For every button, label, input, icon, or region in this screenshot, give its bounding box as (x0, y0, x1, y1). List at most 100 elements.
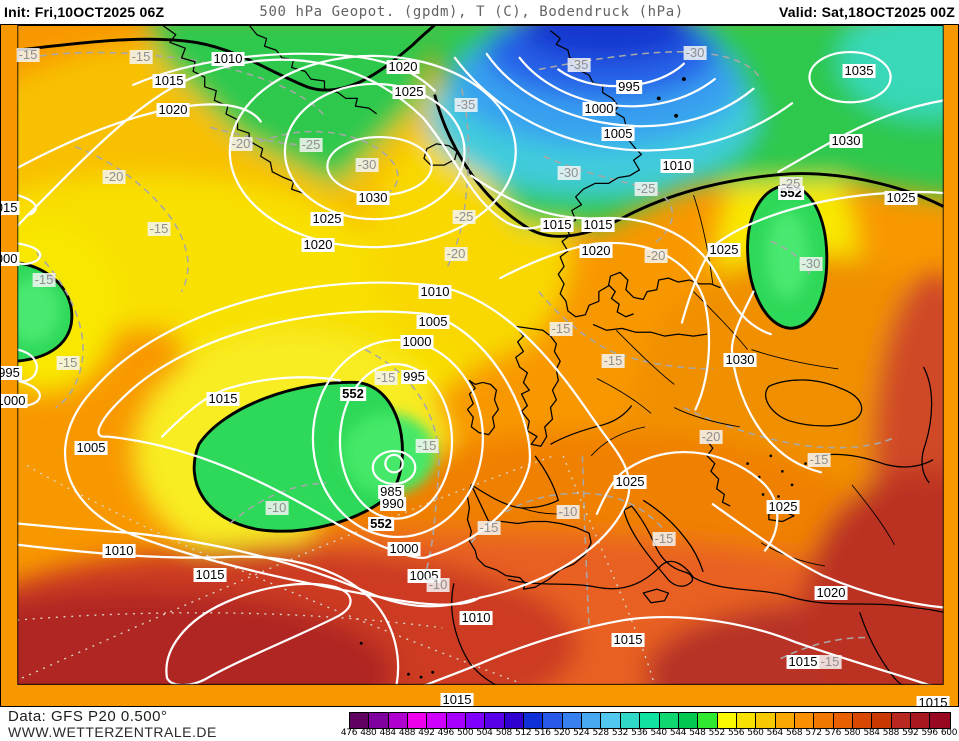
colorbar-cell (872, 713, 892, 728)
geopotential-label: 552 (368, 516, 394, 531)
pressure-label: 1020 (814, 585, 848, 600)
temperature-label: -35 (567, 57, 591, 72)
colorbar-cell (601, 713, 621, 728)
temperature-label: -15 (56, 355, 80, 370)
pressure-label: 1015 (540, 217, 574, 232)
temperature-label: -10 (556, 504, 580, 519)
pressure-label: 1030 (723, 352, 757, 367)
pressure-label: 1010 (418, 284, 452, 299)
pressure-label: 1005 (74, 440, 108, 455)
pressure-label: 1035 (842, 63, 876, 78)
pressure-label: 1010 (102, 543, 136, 558)
pressure-label: 1015 (193, 567, 227, 582)
colorbar-tick: 572 (805, 728, 822, 738)
pressure-label: 1015 (581, 217, 615, 232)
colorbar-cell (756, 713, 776, 728)
weather-map-graphic (17, 25, 944, 685)
temperature-label: -15 (818, 654, 842, 669)
colorbar-tick: 516 (534, 728, 551, 738)
colorbar-cell (485, 713, 505, 728)
temperature-label: -10 (426, 577, 450, 592)
colorbar-tick: 580 (844, 728, 861, 738)
pressure-label: 995 (616, 79, 642, 94)
colorbar-cell (736, 713, 757, 728)
colorbar-cell (408, 713, 428, 728)
colorbar-tick: 484 (379, 728, 397, 738)
colorbar-tick: 500 (456, 728, 474, 738)
temperature-label: -15 (32, 272, 56, 287)
temperature-label: -25 (779, 176, 803, 191)
temperature-label: -30 (557, 165, 581, 180)
colorbar-cell (794, 713, 815, 728)
temperature-label: -20 (229, 136, 253, 151)
pressure-label: 985 (378, 484, 404, 499)
colorbar-tick: 596 (921, 728, 939, 738)
colorbar-tick: 552 (708, 728, 726, 738)
pressure-label: 1020 (386, 59, 420, 74)
colorbar-tick: 520 (553, 728, 571, 738)
colorbar-tick: 600 (940, 728, 958, 738)
islands (359, 77, 807, 679)
temperature-label: -20 (102, 169, 126, 184)
colorbar-cell (698, 713, 718, 728)
colorbar-cell (620, 713, 641, 728)
pressure-label: 1030 (829, 133, 863, 148)
pressure-label: 1015 (786, 654, 820, 669)
temperature-label: -35 (454, 97, 478, 112)
map-border (17, 25, 944, 685)
colorbar-tick: 532 (611, 728, 629, 738)
colorbar-tick: 528 (592, 728, 609, 738)
colorbar-tick: 476 (340, 728, 358, 738)
pressure-label: 1025 (766, 499, 800, 514)
colorbar-cell (562, 713, 583, 728)
temperature-label: -15 (16, 47, 40, 62)
colorbar-cell (504, 713, 525, 728)
colorbar-tick: 488 (398, 728, 416, 738)
colorbar-cell (350, 713, 370, 728)
pressure-label: 1005 (416, 314, 450, 329)
colorbar-cell (369, 713, 389, 728)
colorbar-cell (678, 713, 699, 728)
pressure-label: 1025 (707, 242, 741, 257)
colorbar-tick: 480 (360, 728, 377, 738)
pressure-label: 1025 (392, 84, 426, 99)
colorbar-cell (659, 713, 679, 728)
colorbar-tick: 496 (437, 728, 455, 738)
pressure-label: 1005 (601, 126, 635, 141)
colorbar-ticks: 476 480 484 488 492 496 500 504 508 512 516 520 524 5… (0, 728, 959, 740)
pressure-label: 1015 (1, 201, 20, 215)
colorbar-tick: 504 (476, 728, 493, 738)
init-time: Init: Fri,10OCT2025 06Z (4, 4, 165, 20)
colorbar-cell (814, 713, 834, 728)
chart-header: Init: Fri,10OCT2025 06Z 500 hPa Geopot. … (0, 0, 959, 24)
pressure-label: 1025 (884, 190, 918, 205)
website-text: WWW.WETTERZENTRALE.DE (8, 724, 217, 740)
colorbar-tick: 560 (747, 728, 764, 738)
pressure-label: 1015 (916, 696, 950, 706)
colorbar-cell (582, 713, 602, 728)
colorbar-tick: 536 (631, 728, 648, 738)
colorbar-tick: 524 (573, 728, 590, 738)
colorbar-cell (775, 713, 795, 728)
colorbar-tick: 556 (727, 728, 745, 738)
colorbar-cell (427, 713, 447, 728)
colorbar-cell (388, 713, 409, 728)
pressure-label: 1015 (206, 391, 240, 406)
colorbar-tick: 512 (515, 728, 532, 738)
colorbar-cell (891, 713, 911, 728)
temperature-label: -20 (444, 246, 468, 261)
colorbar-tick: 568 (786, 728, 803, 738)
chart-title: 500 hPa Geopot. (gpdm), T (C), Bodendruc… (259, 4, 684, 20)
temperature-label: -15 (652, 531, 676, 546)
colorbar-cell (930, 713, 950, 728)
pressure-label: 1000 (1, 394, 28, 408)
green-552-cells (17, 185, 827, 532)
colorbar-cell (524, 713, 544, 728)
pressure-label: 1020 (301, 237, 335, 252)
temperature-label: -15 (807, 452, 831, 467)
pressure-label: 1000 (582, 101, 616, 116)
colorbar-tick: 592 (902, 728, 919, 738)
temperature-label: -15 (415, 438, 439, 453)
colorbar-cell (910, 713, 931, 728)
colorbar-tick: 492 (418, 728, 435, 738)
